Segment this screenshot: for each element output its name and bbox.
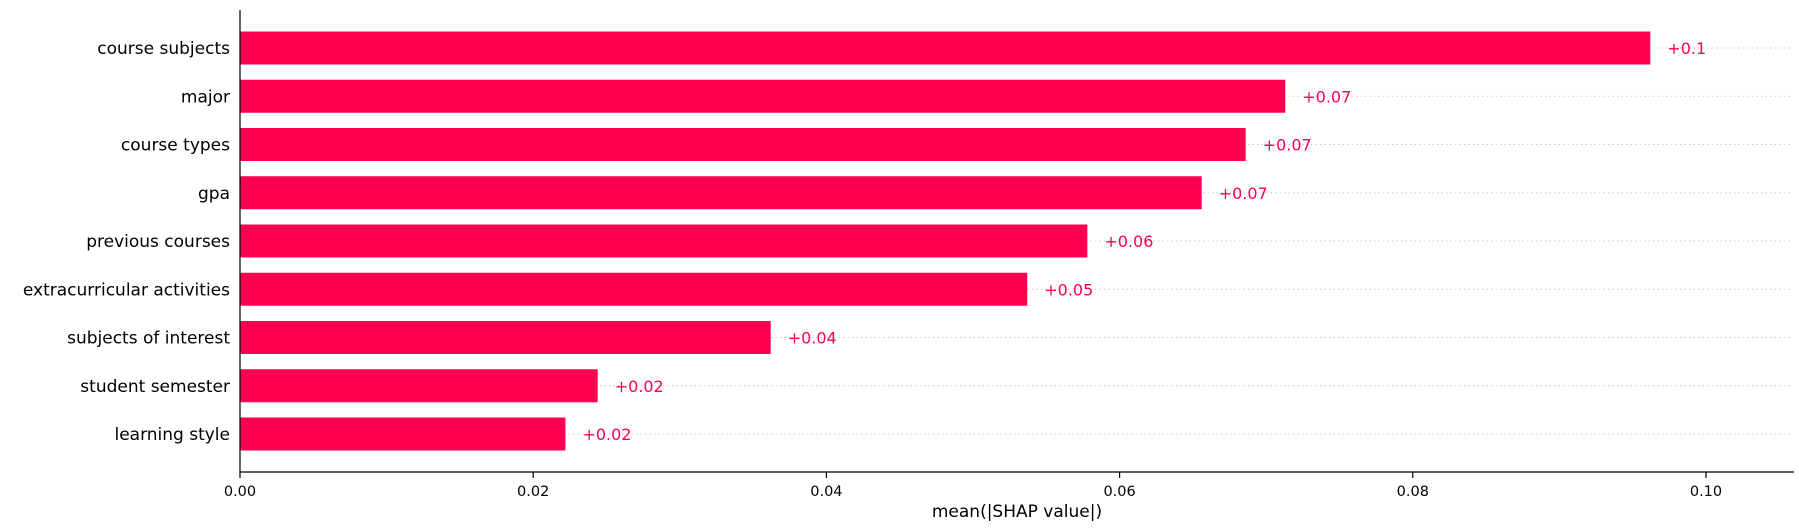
x-axis-title: mean(|SHAP value|) bbox=[932, 502, 1102, 522]
bar-course-types bbox=[240, 128, 1246, 161]
category-label: learning style bbox=[114, 425, 230, 445]
category-labels: course subjects major course types gpa previ… bbox=[23, 39, 230, 445]
category-label: gpa bbox=[198, 184, 230, 204]
x-axis-ticks: 0.00 0.02 0.04 0.06 0.08 0.10 bbox=[224, 472, 1722, 500]
category-label: course subjects bbox=[97, 39, 230, 59]
bar-learning-style bbox=[240, 417, 566, 451]
value-label: +0.02 bbox=[582, 425, 631, 444]
value-label: +0.04 bbox=[788, 329, 837, 348]
category-label: previous courses bbox=[86, 232, 230, 252]
bar-student-semester bbox=[240, 369, 598, 403]
value-label: +0.1 bbox=[1667, 39, 1706, 58]
category-label: extracurricular activities bbox=[23, 280, 230, 300]
value-label: +0.07 bbox=[1302, 87, 1351, 106]
value-labels: +0.1 +0.07 +0.07 +0.07 +0.06 +0.05 +0.04 +0.02 +… bbox=[582, 39, 1706, 444]
x-tick-label: 0.08 bbox=[1397, 484, 1429, 500]
bar-major bbox=[240, 79, 1286, 113]
bar-extracurricular-activities bbox=[240, 272, 1028, 306]
category-label: subjects of interest bbox=[67, 329, 230, 349]
x-tick-label: 0.00 bbox=[224, 484, 256, 500]
bar-course-subjects bbox=[240, 31, 1651, 65]
category-label: course types bbox=[121, 136, 230, 156]
category-label: student semester bbox=[80, 377, 230, 397]
bars-group bbox=[240, 31, 1651, 451]
x-tick-label: 0.04 bbox=[810, 484, 842, 500]
value-label: +0.05 bbox=[1044, 280, 1093, 299]
bar-gpa bbox=[240, 176, 1202, 210]
value-label: +0.07 bbox=[1263, 136, 1312, 155]
value-label: +0.06 bbox=[1104, 232, 1153, 251]
value-label: +0.07 bbox=[1219, 184, 1268, 203]
bar-subjects-of-interest bbox=[240, 321, 771, 354]
x-tick-label: 0.06 bbox=[1103, 484, 1135, 500]
category-label: major bbox=[181, 87, 230, 107]
value-label: +0.02 bbox=[615, 377, 664, 396]
bar-previous-courses bbox=[240, 224, 1088, 258]
x-tick-label: 0.10 bbox=[1690, 484, 1722, 500]
x-tick-label: 0.02 bbox=[517, 484, 549, 500]
